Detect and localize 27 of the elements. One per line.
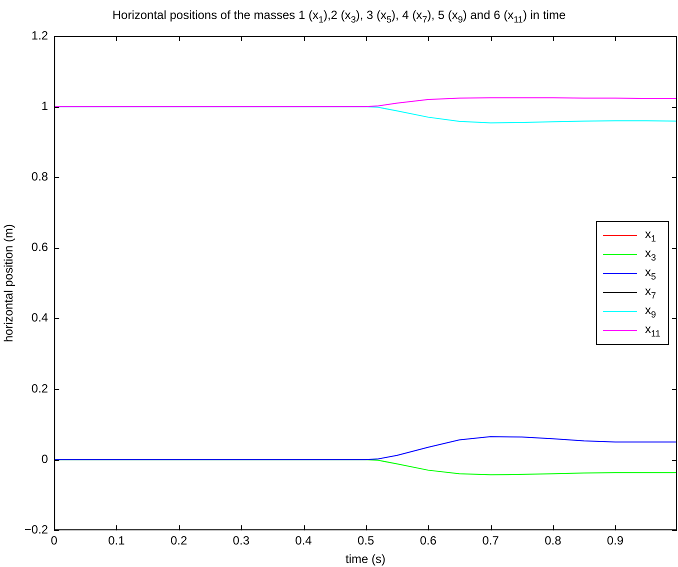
y-axis-title: horizontal position (m): [2, 224, 16, 342]
x-tick-label: 0.7: [482, 534, 500, 548]
legend-label: x$_{3}$: [645, 246, 656, 263]
y-tick-label: 1: [41, 98, 48, 113]
x-tick-label: 0.6: [420, 534, 437, 548]
chart-title: Horizontal positions of the masses 1 (x$_{1}$),2 (x$_{3}$), 3 (x$_{5}$), 4 (x$_{7}$), 5 (x$_{9}$) and 6 (x$_{11}$) in time: [112, 8, 566, 24]
y-tick-label: 0.8: [31, 170, 48, 184]
x-tick-label: 0.5: [358, 534, 375, 548]
y-tick-label: 0.2: [31, 381, 48, 396]
x-tick-label: 0: [50, 534, 58, 548]
legend-label: x$_{9}$: [645, 303, 656, 320]
y-tick-label: −0.2: [24, 522, 48, 537]
x-tick-label: 0.3: [232, 534, 250, 548]
y-tick-label: 0: [41, 452, 48, 466]
legend-label: x$_{5}$: [645, 265, 656, 282]
y-tick-label: 0.4: [31, 310, 48, 325]
y-tick-label: 0.6: [31, 240, 48, 254]
x-tick-label: 0.8: [544, 534, 562, 548]
x-tick-label: 0.9: [606, 534, 624, 548]
x-axis-title: time (s): [346, 552, 386, 566]
legend-label: x$_{11}$: [645, 322, 660, 339]
legend-label: x$_{7}$: [645, 284, 656, 301]
x-tick-label: 0.1: [108, 534, 126, 548]
x-tick-label: 0.2: [170, 534, 188, 548]
legend-label: x$_{1}$: [645, 227, 656, 244]
x-tick-label: 0.4: [295, 534, 312, 548]
y-tick-label: 1.2: [31, 28, 48, 42]
